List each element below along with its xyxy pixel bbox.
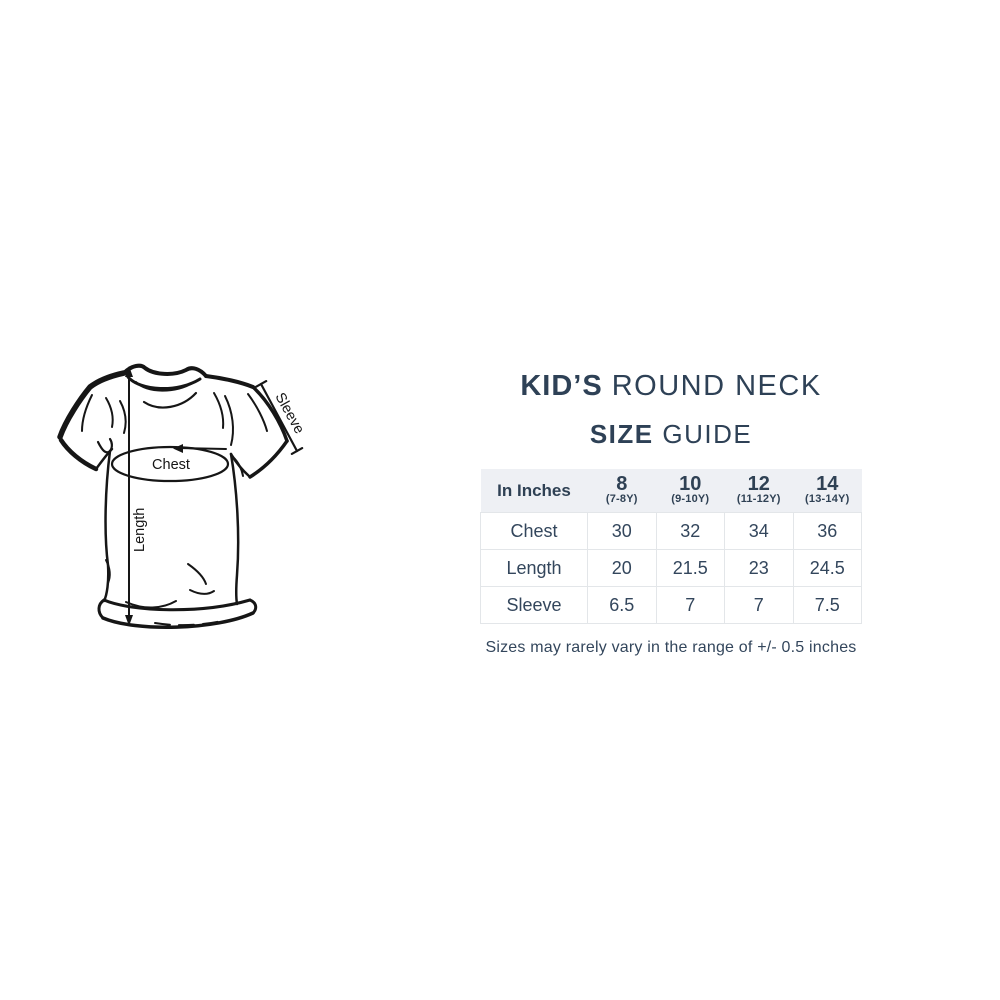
tshirt-hem <box>102 598 252 612</box>
size-age-range: (11-12Y) <box>736 493 781 505</box>
table-cell: 34 <box>724 512 794 550</box>
size-header-cell: 8 (7-8Y) <box>587 469 656 513</box>
table-cell: 20 <box>587 549 657 587</box>
length-label: Length <box>132 508 148 552</box>
size-number: 12 <box>747 473 770 495</box>
table-cell: 30 <box>587 512 657 550</box>
tshirt-left-sleeve <box>57 370 127 440</box>
unit-header-cell: In Inches <box>480 469 588 513</box>
tshirt-measurement-diagram: Chest Length Sleeve <box>57 363 307 630</box>
page-title-type: ROUND NECK <box>611 370 822 402</box>
sleeve-measure-line <box>259 382 299 453</box>
size-chart-header-row: In Inches 8 (7-8Y) 10 (9-10Y) 12 (11-12Y… <box>480 469 862 513</box>
row-label: Length <box>480 549 588 587</box>
size-chart-table: In Inches 8 (7-8Y) 10 (9-10Y) 12 (11-12Y… <box>480 469 862 624</box>
table-cell: 21.5 <box>655 549 725 587</box>
size-age-range: (13-14Y) <box>805 493 850 505</box>
page-subtitle: SIZE GUIDE <box>471 419 871 450</box>
size-number: 8 <box>616 473 628 495</box>
table-row-length: Length 20 21.5 23 24.5 <box>480 549 862 587</box>
size-header-cell: 14 (13-14Y) <box>793 469 862 513</box>
size-age-range: (9-10Y) <box>671 493 710 505</box>
table-cell: 7 <box>655 586 725 624</box>
table-cell: 24.5 <box>792 549 862 587</box>
table-cell: 36 <box>792 512 862 550</box>
subtitle-size: SIZE <box>589 419 654 449</box>
table-row-chest: Chest 30 32 34 36 <box>480 512 862 550</box>
tshirt-collar-outline <box>122 363 208 378</box>
size-number: 14 <box>816 473 839 495</box>
table-cell: 32 <box>655 512 725 550</box>
size-header-cell: 10 (9-10Y) <box>656 469 725 513</box>
tshirt-right-sleeve <box>204 374 255 389</box>
table-cell: 7.5 <box>792 586 862 624</box>
table-cell: 23 <box>724 549 794 587</box>
subtitle-guide: GUIDE <box>662 419 753 449</box>
row-label: Sleeve <box>480 586 588 624</box>
page-title-product: KID’S <box>520 370 603 402</box>
size-guide-panel: KID’S ROUND NECK SIZE GUIDE In Inches 8 … <box>471 370 871 657</box>
chest-label: Chest <box>152 457 190 473</box>
table-cell: 6.5 <box>587 586 657 624</box>
size-number: 10 <box>679 473 702 495</box>
size-variance-note: Sizes may rarely vary in the range of +/… <box>485 639 857 656</box>
chest-measure-ellipse <box>110 445 230 483</box>
table-cell: 7 <box>724 586 794 624</box>
page-title: KID’S ROUND NECK <box>471 370 871 403</box>
size-header-cell: 12 (11-12Y) <box>724 469 793 513</box>
size-age-range: (7-8Y) <box>605 493 638 505</box>
table-row-sleeve: Sleeve 6.5 7 7 7.5 <box>480 586 862 624</box>
row-label: Chest <box>480 512 588 550</box>
